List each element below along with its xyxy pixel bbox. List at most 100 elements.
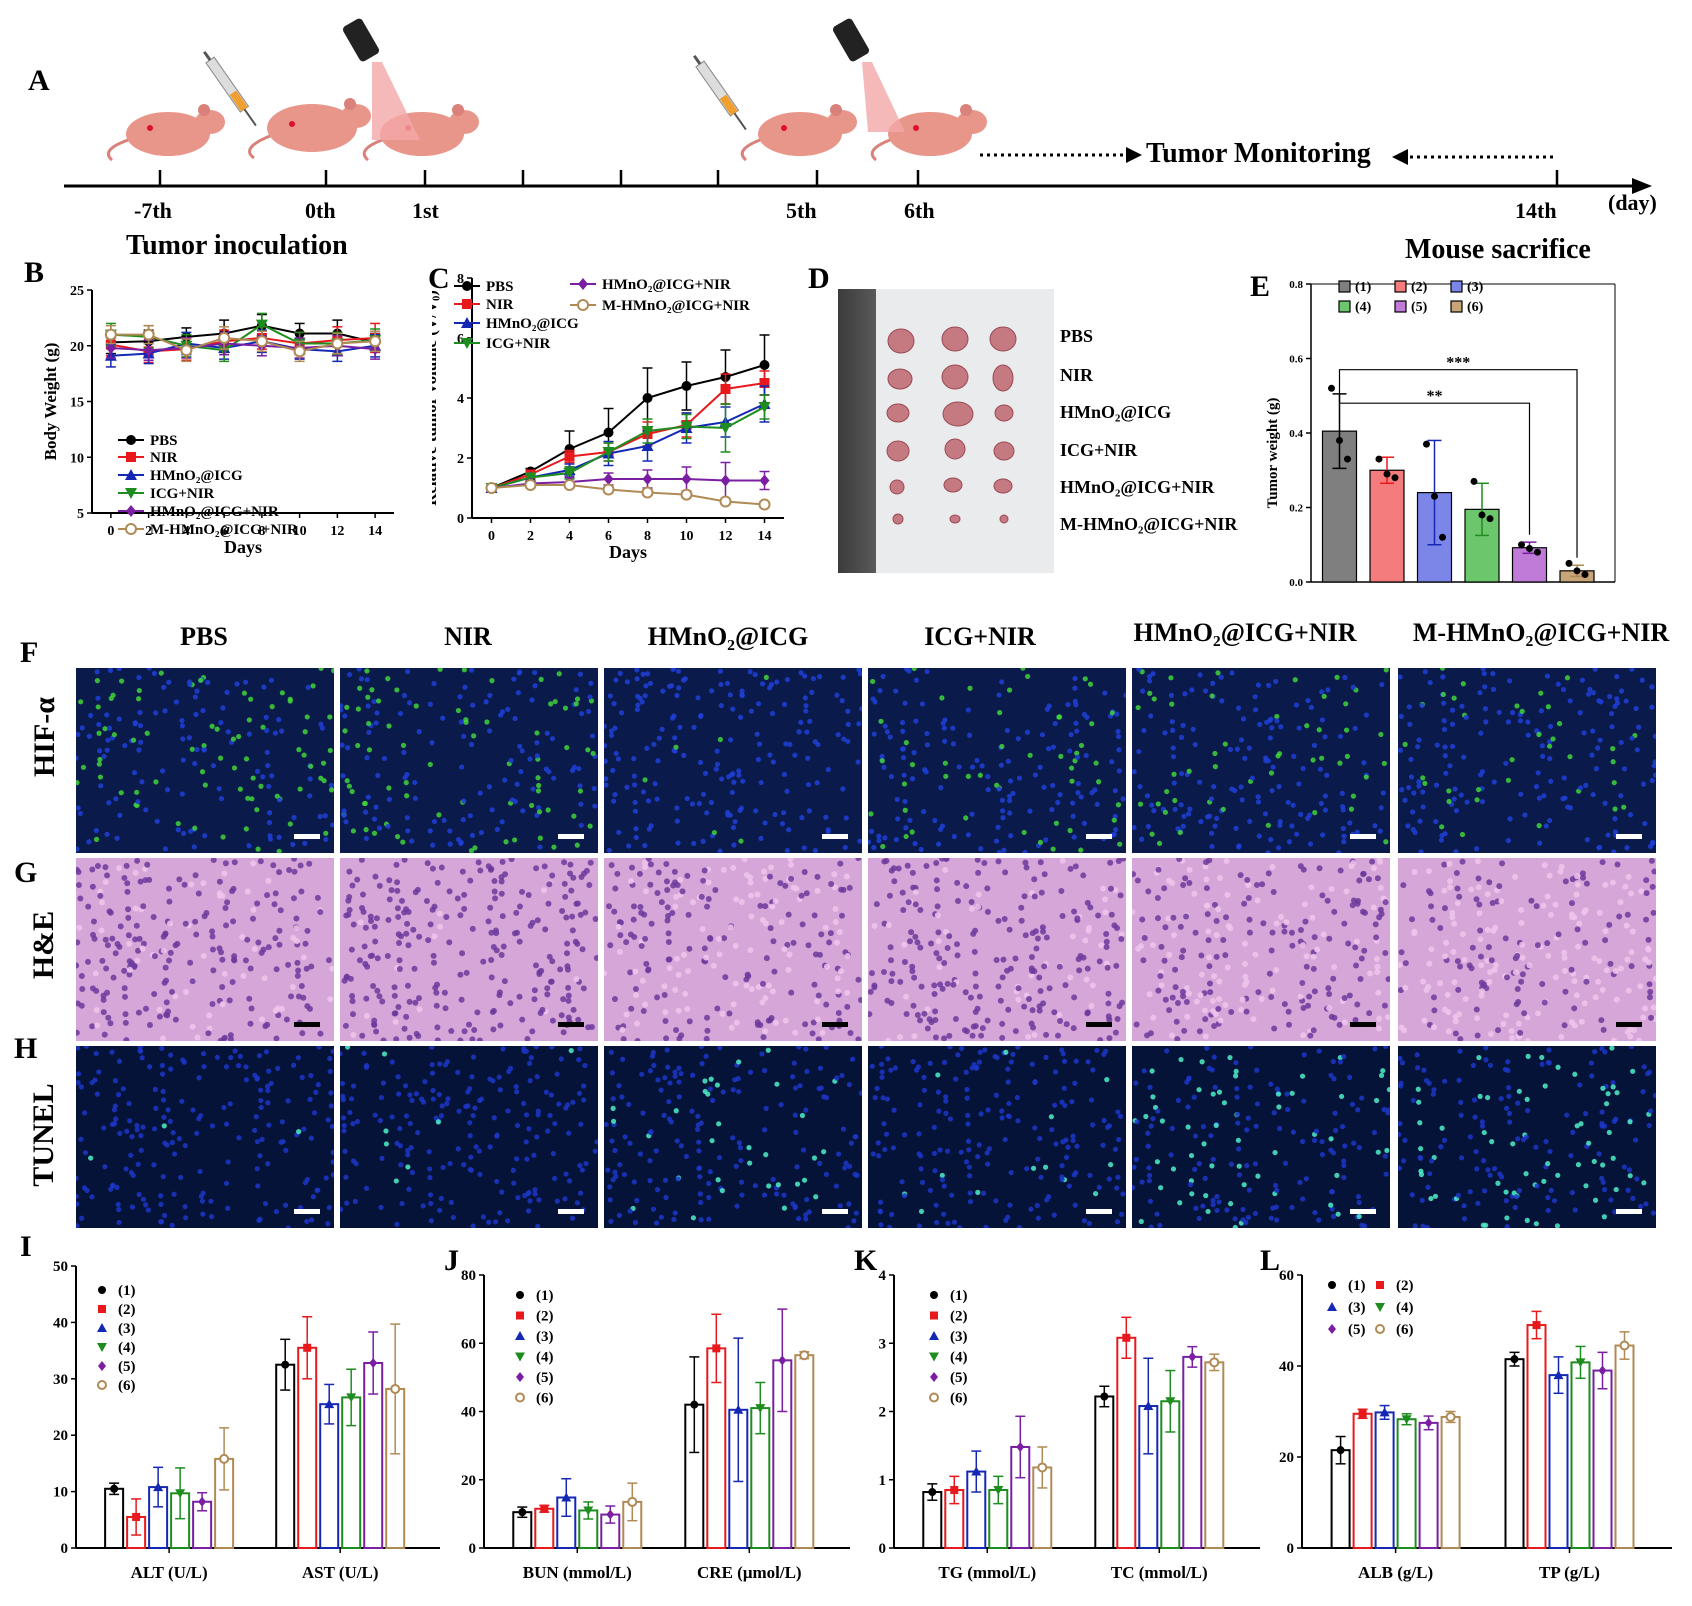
significance-label: *** <box>1446 355 1470 372</box>
tumor-photo <box>838 289 1054 573</box>
y-tick-label: 1 <box>879 1473 887 1489</box>
legend-marker <box>516 1372 524 1382</box>
micrograph-texture <box>341 858 598 1041</box>
legend-marker <box>930 1311 938 1320</box>
tumor-samples <box>886 326 1017 525</box>
bar <box>1369 469 1405 583</box>
panel-letter-d: D <box>808 262 830 295</box>
chart-b-body-weight: 5 10 15 20 25 0 2 4 6 8 10 12 14 Days Body Weight (g) P… <box>41 284 394 557</box>
scale-bar <box>1350 1209 1376 1214</box>
legend-label: HMnO₂@ICG+NIR <box>602 277 731 293</box>
mouse-sacrifice-label: Mouse sacrifice <box>1405 234 1591 265</box>
data-point <box>602 483 615 496</box>
panel-letter-e: E <box>1250 270 1271 303</box>
legend-marker <box>930 1291 938 1299</box>
scale-bar <box>558 1022 584 1027</box>
y-tick-label: 20 <box>1279 1450 1294 1466</box>
syringe-icon-2 <box>693 54 747 131</box>
data-point <box>1439 533 1446 541</box>
data-point <box>583 1506 594 1516</box>
data-point <box>720 384 731 394</box>
data-point <box>603 427 614 438</box>
panel-letter-k: K <box>854 1244 878 1277</box>
data-point <box>219 1453 230 1464</box>
data-point <box>1424 1417 1433 1428</box>
y-tick-label: 3 <box>879 1336 887 1352</box>
legend-marker <box>929 1392 939 1403</box>
micrograph-he-2 <box>340 858 598 1041</box>
scale-bar <box>558 834 584 839</box>
legend-label: (2) <box>536 1309 554 1325</box>
x-tick-label: 10 <box>293 524 307 539</box>
timeline-tick-1: 1st <box>412 198 439 223</box>
data-point <box>303 1343 312 1352</box>
y-tick-label: 0 <box>61 1541 69 1557</box>
legend-marker <box>1327 1302 1337 1311</box>
data-point <box>143 344 154 357</box>
data-point <box>1486 515 1494 523</box>
micrograph-texture <box>1132 1046 1390 1228</box>
data-point <box>712 1344 721 1353</box>
legend-label: (5) <box>118 1359 136 1375</box>
panel-letter-l: L <box>1260 1244 1281 1277</box>
legend-marker <box>516 1291 524 1299</box>
data-point <box>627 1496 638 1507</box>
y-tick-label: 80 <box>461 1268 476 1284</box>
data-point <box>1518 541 1525 549</box>
legend-label: (3) <box>536 1329 554 1345</box>
micrograph-hif-6 <box>1398 668 1656 853</box>
micrograph-hif-2 <box>340 668 598 853</box>
x-tick-label: 0 <box>107 524 114 539</box>
panel-letter-c: C <box>428 262 450 295</box>
micrograph-hif-4 <box>868 668 1126 853</box>
series-line <box>110 333 376 353</box>
panel-letter-g: G <box>14 856 38 889</box>
micrograph-tunel-6 <box>1398 1046 1656 1228</box>
y-tick-label: 15 <box>70 396 84 411</box>
legend-label: ICG+NIR <box>486 336 551 352</box>
scale-bar <box>1616 1209 1642 1214</box>
micrograph-texture <box>868 858 1126 1041</box>
data-point <box>524 479 537 491</box>
bar <box>1440 1415 1461 1549</box>
legend-swatch <box>1450 300 1463 313</box>
micrograph-texture <box>604 668 862 853</box>
tumor-label-m-hmno2-icg-nir: M-HMnO₂@ICG+NIR <box>1060 514 1238 534</box>
data-point <box>758 498 771 511</box>
timeline-tick-14: 14th <box>1515 198 1557 223</box>
legend-marker <box>578 278 588 290</box>
timeline-unit: (day) <box>1608 190 1657 215</box>
bar <box>1614 1344 1635 1550</box>
data-point <box>1619 1340 1630 1351</box>
y-tick-label: 0.8 <box>1289 279 1303 291</box>
y-tick-label: 4 <box>879 1268 887 1284</box>
data-point <box>1391 474 1399 482</box>
legend-marker <box>929 1352 939 1362</box>
legend-label: HMnO₂@ICG+NIR <box>150 504 279 520</box>
y-tick-label: 0 <box>879 1541 887 1557</box>
significance-bracket <box>1338 369 1578 558</box>
y-tick-label: 0 <box>469 1541 477 1557</box>
chart-e-tumor-weight: 0.0 0.2 0.4 0.6 0.8 Tumor weight (g) ***** (1) (… <box>1265 279 1616 589</box>
micrograph-tunel-1 <box>76 1046 334 1228</box>
legend-marker <box>97 1323 107 1332</box>
panel-letter-f: F <box>20 636 39 669</box>
legend-swatch <box>1338 280 1351 293</box>
data-point <box>324 1399 335 1409</box>
y-axis-label: Relative tumor volume (V/V₀) <box>432 290 440 506</box>
data-point <box>1383 470 1391 478</box>
data-point <box>1188 1351 1197 1362</box>
data-point <box>518 1508 527 1517</box>
legend-marker <box>98 1286 106 1294</box>
bar <box>1204 1361 1225 1549</box>
panel-letter-a: A <box>28 64 50 97</box>
chart-k-lipids: 0 1 2 3 4 TG (mmol/L) TC (mmol/L) (1) (2) (3) (4) (… <box>879 1268 1260 1582</box>
y-tick-label: 25 <box>70 284 84 299</box>
series-line <box>491 478 765 489</box>
bar <box>1548 1374 1569 1549</box>
column-header-icg-nir: ICG+NIR <box>924 622 1036 651</box>
x-tick-label: 14 <box>368 524 382 539</box>
data-point <box>719 423 732 434</box>
data-point <box>218 331 231 344</box>
legend-label: (5) <box>1348 1322 1366 1338</box>
